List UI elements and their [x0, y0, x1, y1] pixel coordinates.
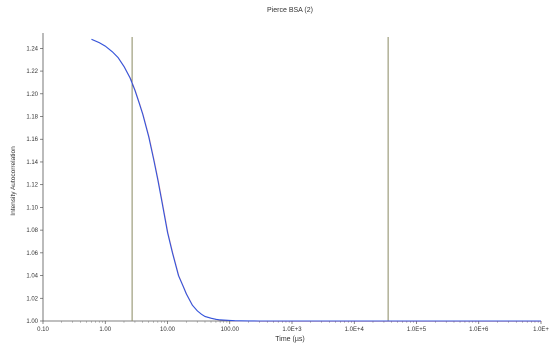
x-ticks: 0.10 1.00 10.00 100.00 1.0E+3 1.0E+4 1.0E+5 1.0…	[37, 321, 549, 333]
y-tick-label: 1.22	[26, 69, 38, 75]
x-tick-label: 1.0E+4	[345, 327, 365, 333]
x-tick-label: 1.00	[99, 327, 111, 333]
data-curve	[91, 38, 541, 322]
x-tick-label: 1.0E+	[533, 327, 549, 333]
y-tick-label: 1.18	[26, 115, 38, 121]
y-tick-label: 1.20	[26, 92, 38, 98]
vertical-markers	[131, 37, 389, 321]
x-tick-label: 0.10	[37, 327, 49, 333]
y-ticks: 1.00 1.02 1.04 1.06 1.08 1.10 1.12 1.14 1.16 1.18…	[26, 46, 43, 325]
fit-curve	[91, 39, 542, 322]
y-tick-label: 1.24	[26, 46, 38, 52]
y-tick-label: 1.08	[26, 228, 38, 234]
x-tick-label: 1.0E+3	[282, 327, 302, 333]
x-tick-label: 10.00	[160, 327, 176, 333]
y-tick-label: 1.00	[26, 319, 38, 325]
y-tick-label: 1.02	[26, 296, 38, 302]
y-tick-label: 1.14	[26, 160, 38, 166]
y-tick-label: 1.04	[26, 274, 38, 280]
series-group	[91, 38, 542, 322]
chart-title: Pierce BSA (2)	[267, 7, 313, 14]
x-tick-label: 100.00	[221, 327, 240, 333]
y-tick-label: 1.16	[26, 137, 38, 143]
x-tick-label: 1.0E+6	[469, 327, 489, 333]
y-axis-label: Intensity Autocorrelation	[10, 146, 17, 216]
y-tick-label: 1.12	[26, 183, 38, 189]
x-axis-label: Time (µs)	[275, 336, 304, 343]
x-tick-label: 1.0E+5	[407, 327, 427, 333]
y-tick-label: 1.06	[26, 251, 38, 257]
axes	[42, 33, 541, 322]
y-tick-label: 1.10	[26, 205, 38, 211]
